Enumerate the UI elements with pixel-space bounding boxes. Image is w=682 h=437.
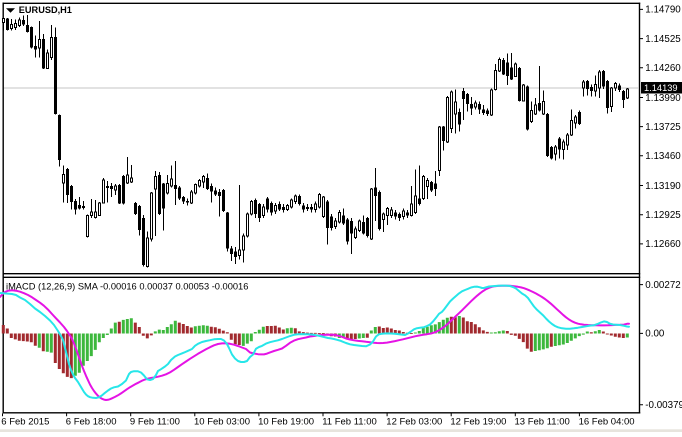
svg-text:0.00: 0.00 bbox=[645, 329, 665, 340]
svg-text:iMACD (12,26,9) SMA -0.00016 0: iMACD (12,26,9) SMA -0.00016 0.00037 0.0… bbox=[6, 282, 248, 292]
svg-text:6 Feb 2015: 6 Feb 2015 bbox=[1, 417, 49, 428]
svg-text:9 Feb 11:00: 9 Feb 11:00 bbox=[130, 417, 180, 428]
svg-text:11 Feb 11:00: 11 Feb 11:00 bbox=[322, 417, 377, 428]
svg-text:13 Feb 11:00: 13 Feb 11:00 bbox=[515, 417, 570, 428]
svg-text:12 Feb 19:00: 12 Feb 19:00 bbox=[450, 417, 506, 428]
svg-text:1.14139: 1.14139 bbox=[644, 83, 678, 93]
svg-text:12 Feb 03:00: 12 Feb 03:00 bbox=[386, 417, 442, 428]
svg-text:16 Feb 04:00: 16 Feb 04:00 bbox=[579, 417, 635, 428]
svg-text:1.13190: 1.13190 bbox=[645, 181, 681, 192]
svg-text:1.14260: 1.14260 bbox=[645, 63, 681, 74]
svg-text:1.13990: 1.13990 bbox=[645, 93, 681, 104]
svg-text:6 Feb 18:00: 6 Feb 18:00 bbox=[66, 417, 117, 428]
svg-text:1.13725: 1.13725 bbox=[645, 122, 681, 133]
svg-text:1.13460: 1.13460 bbox=[645, 151, 681, 162]
svg-text:1.14525: 1.14525 bbox=[645, 34, 681, 45]
svg-text:0.00272: 0.00272 bbox=[645, 280, 680, 291]
svg-text:10 Feb 03:00: 10 Feb 03:00 bbox=[194, 417, 250, 428]
svg-text:-0.00379: -0.00379 bbox=[645, 400, 682, 411]
svg-text:1.12925: 1.12925 bbox=[645, 210, 681, 221]
svg-text:10 Feb 19:00: 10 Feb 19:00 bbox=[258, 417, 314, 428]
svg-text:1.12660: 1.12660 bbox=[645, 239, 681, 250]
svg-text:1.14790: 1.14790 bbox=[645, 5, 681, 16]
svg-text:EURUSD,H1: EURUSD,H1 bbox=[19, 5, 72, 15]
